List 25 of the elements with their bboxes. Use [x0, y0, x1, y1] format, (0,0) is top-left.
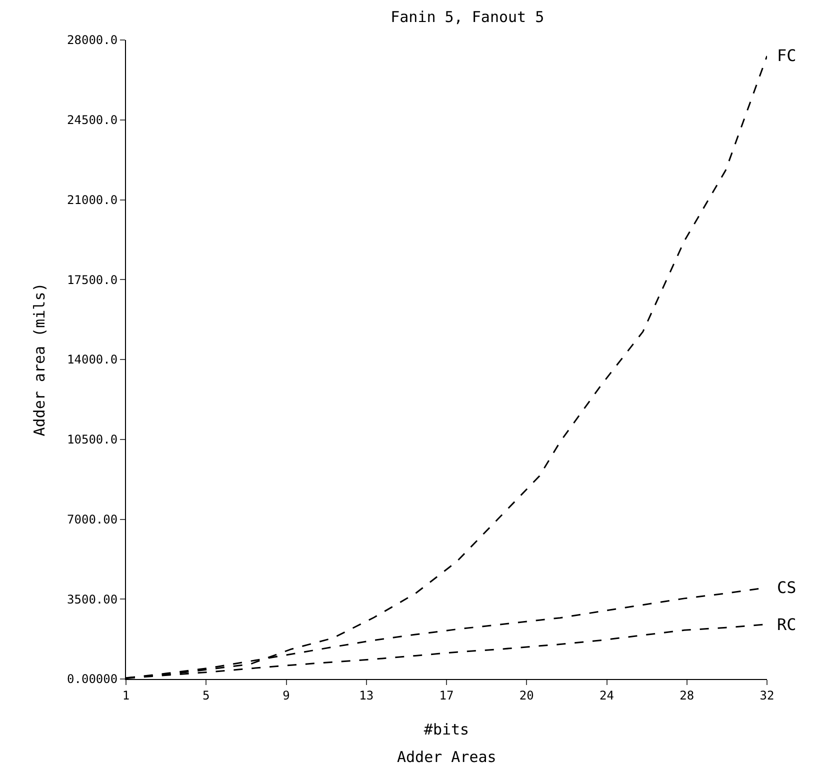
series-label: CS: [777, 578, 796, 597]
series-label: FC: [777, 46, 796, 65]
text: Adder Areas: [397, 748, 496, 766]
x-tick-label: 20: [519, 688, 534, 702]
chart-title: Fanin 5, Fanout 5: [390, 8, 544, 26]
y-tick-label: 10500.0: [67, 432, 118, 447]
y-tick-label: 0.00000: [67, 672, 118, 686]
x-axis-title: #bits: [424, 720, 470, 738]
x-tick-label: 32: [760, 688, 774, 702]
y-tick-label: 3500.00: [67, 592, 118, 606]
x-tick-label: 24: [600, 688, 614, 702]
series-label: RC: [777, 615, 796, 634]
x-tick-label: 9: [282, 688, 290, 702]
y-tick-label: 21000.0: [67, 192, 118, 207]
x-tick-label: 17: [439, 688, 454, 702]
x-tick-label: 5: [202, 688, 210, 702]
y-tick-label: 7000.00: [67, 512, 118, 526]
y-axis-title: Adder area (mils): [30, 282, 48, 436]
y-tick-label: 24500.0: [67, 113, 118, 128]
y-tick-label: 14000.0: [67, 352, 118, 367]
x-tick-label: 28: [680, 688, 694, 702]
x-tick-label: 1: [122, 688, 130, 702]
y-tick-label: 28000.0: [67, 33, 118, 48]
y-tick-label: 17500.0: [67, 272, 118, 287]
x-tick-label: 13: [359, 688, 374, 702]
